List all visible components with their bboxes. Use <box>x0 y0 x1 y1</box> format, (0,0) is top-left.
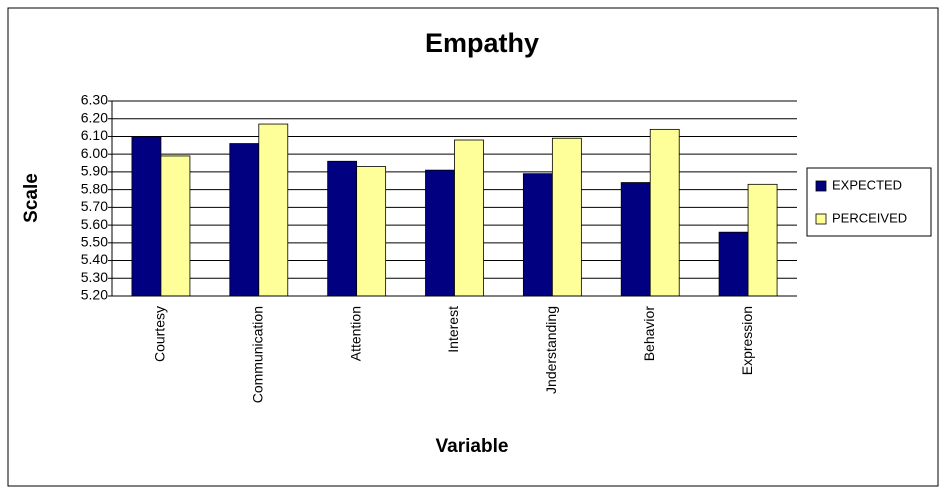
bar <box>718 231 749 297</box>
x-tick-label: Attention <box>347 306 363 361</box>
bar <box>258 123 289 297</box>
y-tick-label: 5.30 <box>81 269 108 285</box>
bar <box>649 128 680 297</box>
y-tick-label: 5.80 <box>81 180 108 196</box>
bar <box>356 166 387 297</box>
bar <box>551 137 582 297</box>
y-tick-label: 6.00 <box>81 145 108 161</box>
bar <box>425 169 455 297</box>
bar <box>327 160 358 297</box>
x-tick-label: Courtesy <box>152 306 168 362</box>
y-tick-label: 6.10 <box>81 127 108 143</box>
legend-swatch <box>815 213 827 225</box>
y-axis-label: Scale <box>21 173 42 223</box>
y-tick-label: 5.60 <box>81 216 108 232</box>
x-axis-label: Variable <box>436 436 509 457</box>
x-tick-label: Behavior <box>641 306 657 362</box>
y-tick-label: 5.20 <box>81 287 108 303</box>
legend-swatch <box>815 180 827 192</box>
y-tick-label: 5.40 <box>81 251 108 267</box>
legend-box <box>806 167 932 237</box>
bar <box>131 136 162 297</box>
legend-label: PERCEIVED <box>832 210 907 225</box>
chart-title: Empathy <box>425 28 539 58</box>
x-tick-label: Interest <box>445 306 461 353</box>
y-tick-label: 5.50 <box>81 234 108 250</box>
bar <box>160 155 191 297</box>
bar <box>454 139 484 297</box>
x-tick-label: Jnderstanding <box>543 306 559 394</box>
bar <box>747 183 778 297</box>
y-tick-label: 6.30 <box>81 92 108 108</box>
x-tick-label: Expression <box>739 306 755 375</box>
y-tick-label: 6.20 <box>81 109 108 125</box>
legend-label: EXPECTED <box>832 177 902 192</box>
bar <box>522 173 553 297</box>
y-tick-label: 5.70 <box>81 198 108 214</box>
bar <box>229 143 260 297</box>
bar <box>620 182 651 297</box>
x-tick-label: Communication <box>249 306 265 403</box>
y-tick-label: 5.90 <box>81 163 108 179</box>
